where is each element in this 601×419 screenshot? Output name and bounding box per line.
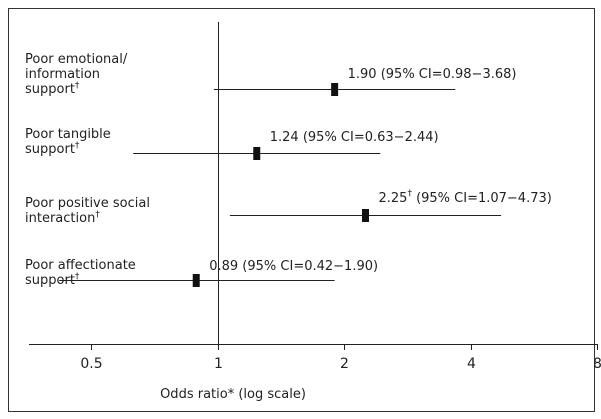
row-label-dagger: † (74, 272, 80, 282)
chart-frame (8, 8, 595, 412)
x-tick-label-0: 0.5 (80, 356, 102, 372)
value-dagger-2: † (407, 189, 412, 199)
value-label-0: 1.90 (95% CI=0.98−3.68) (348, 67, 517, 82)
row-label-dagger: † (74, 141, 80, 151)
row-label-text: information (25, 67, 101, 82)
row-label-line: support† (25, 141, 111, 158)
row-label-line: interaction† (25, 210, 150, 227)
x-tick-label-1: 1 (214, 356, 223, 372)
ci-text-3: (95% CI=0.42−1.90) (238, 259, 378, 274)
row-label-line: Poor emotional/ (25, 52, 127, 67)
value-label-3: 0.89 (95% CI=0.42−1.90) (209, 259, 378, 274)
row-label-0: Poor emotional/information support† (25, 52, 127, 97)
row-label-text: Poor affectionate (25, 258, 136, 273)
value-text-0: 1.90 (348, 67, 377, 82)
ci-text-1: (95% CI=0.63−2.44) (299, 130, 439, 145)
row-label-2: Poor positive social interaction† (25, 196, 150, 226)
point-estimate-2 (361, 209, 369, 222)
row-label-dagger: † (95, 210, 100, 220)
row-label-3: Poor affectionate support† (25, 258, 136, 288)
row-label-line: Poor tangible (25, 127, 111, 142)
row-label-line: Poor affectionate (25, 258, 136, 273)
value-text-3: 0.89 (209, 259, 238, 274)
point-estimate-3 (192, 274, 200, 287)
row-label-text: interaction (25, 211, 96, 226)
value-text-1: 1.24 (270, 130, 299, 145)
x-tick-label-2: 2 (340, 356, 349, 372)
x-tick-label-4: 8 (593, 356, 601, 372)
x-axis-title: Odds ratio* (log scale) (160, 387, 306, 402)
row-label-dagger: † (74, 81, 80, 91)
value-label-1: 1.24 (95% CI=0.63−2.44) (270, 130, 439, 145)
x-tick-label-3: 4 (467, 356, 476, 372)
ci-text-0: (95% CI=0.98−3.68) (377, 67, 517, 82)
row-label-text: support (25, 82, 75, 97)
row-label-1: Poor tangible support† (25, 127, 111, 157)
row-label-text: support (25, 142, 75, 157)
row-label-line: support† (25, 272, 136, 289)
point-estimate-1 (253, 147, 261, 160)
row-label-line: support† (25, 81, 127, 98)
row-label-line: Poor positive social (25, 196, 150, 211)
ci-text-2: (95% CI=1.07−4.73) (412, 191, 552, 206)
value-text-2: 2.25 (378, 191, 407, 206)
row-label-text: support (25, 273, 75, 288)
row-label-text: Poor positive social (25, 196, 150, 211)
row-label-text: Poor emotional/ (25, 52, 128, 67)
value-label-2: 2.25† (95% CI=1.07−4.73) (378, 189, 551, 206)
row-label-line: information (25, 67, 127, 82)
point-estimate-0 (331, 83, 339, 96)
row-label-text: Poor tangible (25, 127, 111, 142)
